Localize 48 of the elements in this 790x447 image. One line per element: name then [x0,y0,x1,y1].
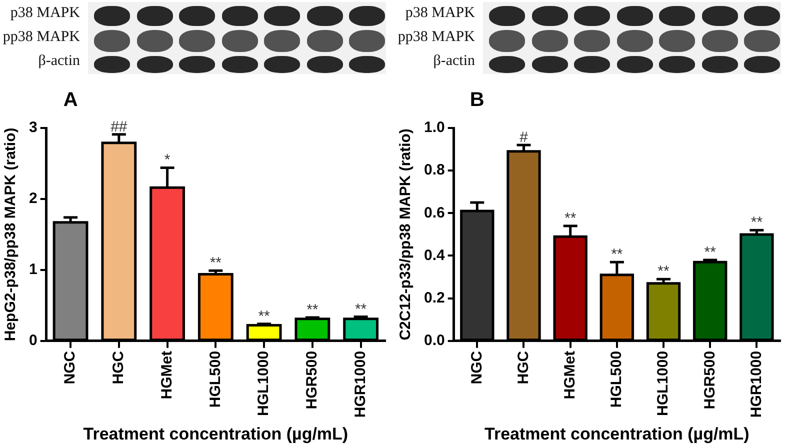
y-axis-title: C2C12-p33/pp38 MAPK (ratio) [397,128,414,340]
y-tick-label: 0 [29,332,38,350]
y-axis-title: HepG2-p38/pp38 MAPK (ratio) [2,128,20,342]
x-tick-label: NGC [468,350,486,384]
x-tick-label: HGC [514,350,532,384]
text: pp38 MAPK [2,28,80,46]
y-tick-label: 3 [29,119,38,136]
y-tick-label: 0.6 [424,204,445,222]
data-label: ** [258,308,270,325]
x-tick-label: HGR500 [701,350,718,410]
y-tick-label: 0.8 [424,162,445,179]
text: β-actin [38,52,80,70]
x-tick-label: HGMet [561,350,578,400]
y-tick-label: 0.0 [424,332,445,350]
x-tick-label: HGC [110,350,128,384]
y-tick-label: 0.4 [424,246,446,264]
x-tick-label: NGC [62,350,79,384]
x-tick-label: HGMet [158,350,176,400]
y-tick-label: 1 [29,261,38,278]
data-label: ** [354,300,367,318]
text: p38 MAPK [10,4,80,22]
x-axis-title: Treatment concentration (µg/mL) [83,424,348,444]
x-tick-label: HGR1000 [748,350,765,418]
x-tick-label: HGL1000 [654,350,672,416]
data-label: * [164,152,170,169]
x-axis-title: Treatment concentration (µg/mL) [484,424,750,444]
text: β-actin [433,52,475,70]
data-label: ## [110,118,128,136]
y-tick-label: 2 [29,190,38,208]
x-tick-label: HGL1000 [255,350,272,416]
x-tick-label: HGR500 [304,350,321,410]
y-tick-label: 1.0 [424,119,445,136]
data-label: ** [564,210,576,227]
data-label: ** [658,263,670,280]
chart-title: A [63,89,78,111]
x-tick-label: HGL500 [206,350,224,408]
x-tick-label: HGR1000 [352,350,369,418]
data-label: ** [210,254,222,272]
chart-title: B [470,89,484,111]
text: p38 MAPK [405,4,475,22]
x-tick-label: HGL500 [608,350,626,408]
text: pp38 MAPK [398,28,475,46]
data-label: ** [750,214,763,232]
data-label: ** [704,244,716,261]
y-tick-label: 0.2 [424,289,445,306]
data-label: ** [306,301,318,318]
data-label: ** [611,246,623,264]
data-label: # [520,129,529,146]
